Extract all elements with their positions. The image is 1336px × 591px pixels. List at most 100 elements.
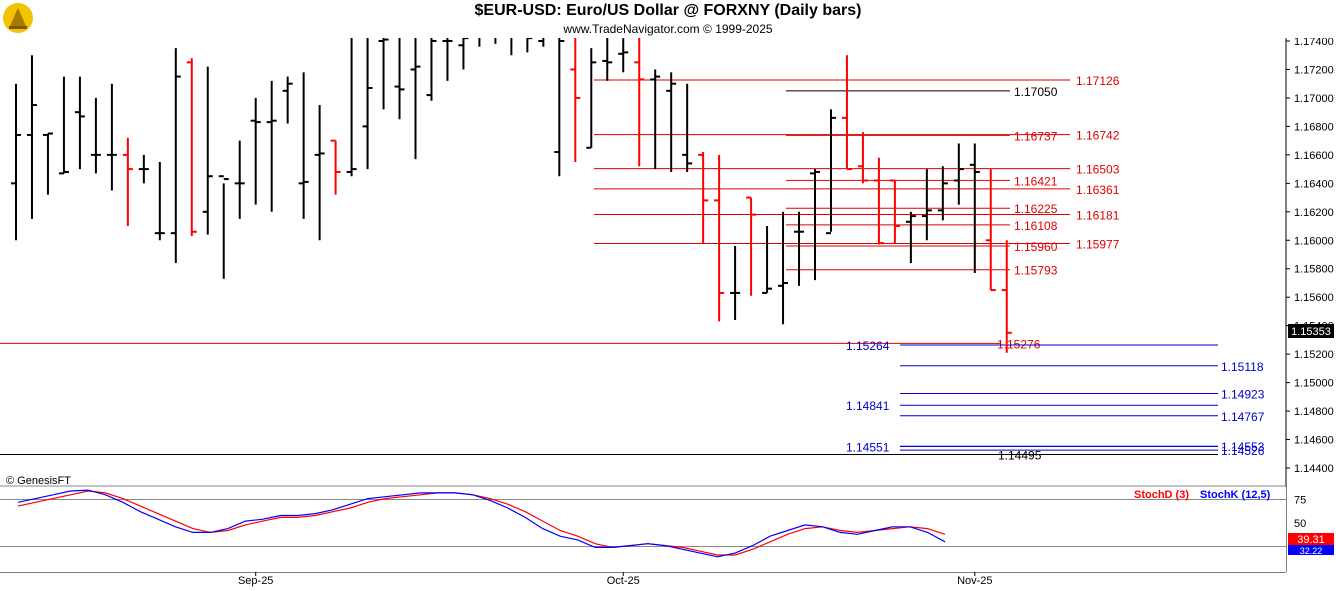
time-tick-label: Oct-25: [607, 575, 640, 587]
level-label: 1.16225: [1014, 202, 1058, 216]
time-axis-labels: Sep-25 Oct-25 Nov-25: [238, 572, 993, 587]
ohlc-bar: [889, 179, 900, 244]
ohlc-bar: [586, 48, 597, 149]
level-label: 1.15793: [1014, 264, 1058, 278]
ohlc-bar: [106, 83, 117, 191]
ohlc-bar: [58, 76, 69, 175]
stoch-background: [0, 487, 1286, 572]
ohlc-bar: [985, 169, 996, 292]
ohlc-bar: [714, 154, 725, 322]
level-label: 1.14767: [1221, 410, 1265, 424]
ohlc-bar: [394, 37, 405, 120]
level-label: 1.17126: [1076, 74, 1120, 88]
level-label: 1.15264: [846, 339, 890, 353]
ohlc-bar: [442, 37, 453, 81]
price-tick-label: 1.14800: [1294, 406, 1334, 418]
stoch-k-value: 32.22: [1300, 546, 1323, 556]
ohlc-bar: [330, 139, 341, 195]
level-label: 1.16361: [1076, 183, 1120, 197]
ohlc-bar: [762, 226, 773, 294]
ohlc-bar: [873, 157, 884, 245]
ohlc-bar: [426, 37, 437, 101]
price-tick-label: 1.15200: [1294, 349, 1334, 361]
price-tick-label: 1.17000: [1294, 93, 1334, 105]
ohlc-bar: [682, 83, 693, 172]
ohlc-bar: [618, 38, 629, 73]
ohlc-bar: [570, 37, 581, 162]
level-label: 1.16742: [1076, 129, 1120, 143]
chart-title: $EUR-USD: Euro/US Dollar @ FORXNY (Daily…: [474, 2, 862, 19]
level-label: 1.14553: [1221, 440, 1265, 454]
ohlc-bar: [250, 97, 261, 205]
ohlc-bar: [410, 37, 421, 160]
stoch-k-tag: [1288, 545, 1334, 555]
ohlc-bar: [841, 55, 852, 171]
price-tick-label: 1.15800: [1294, 264, 1334, 276]
ohlc-bar: [810, 169, 820, 281]
level-label: 1.17050: [1014, 85, 1058, 99]
ohlc-bar: [921, 169, 932, 241]
ohlc-bar: [298, 72, 309, 219]
level-label: 1.15977: [1076, 238, 1120, 252]
ohlc-bar: [74, 76, 85, 170]
level-label: 1.15276: [997, 337, 1041, 351]
ohlc-bar: [666, 72, 677, 172]
ohlc-bar: [1001, 240, 1012, 353]
stoch-d-legend: StochD (3): [1134, 489, 1189, 501]
stoch-d-value: 39.31: [1297, 534, 1325, 546]
price-tick-label: 1.16400: [1294, 178, 1334, 190]
chart-subtitle: www.TradeNavigator.com © 1999-2025: [563, 22, 773, 36]
last-price-tag: 1.15353: [1288, 324, 1334, 338]
price-tick-label: 1.15000: [1294, 378, 1334, 390]
ohlc-bar: [90, 97, 101, 174]
time-tick-label: Nov-25: [957, 575, 992, 587]
level-label: 1.16108: [1014, 219, 1058, 233]
ohlc-bar: [346, 37, 357, 177]
ohlc-bar: [937, 166, 948, 221]
price-tick-label: 1.16200: [1294, 207, 1334, 219]
ohlc-bar: [698, 152, 709, 244]
watermark: © GenesisFT: [6, 475, 71, 487]
ohlc-bar: [26, 55, 37, 219]
price-tick-label: 1.15600: [1294, 292, 1334, 304]
ohlc-bar: [154, 161, 165, 241]
ohlc-bar: [857, 132, 868, 184]
ohlc-bar: [282, 76, 293, 124]
level-label: 1.14526: [1221, 444, 1265, 458]
price-tick-label: 1.17200: [1294, 64, 1334, 76]
ohlc-bar: [11, 83, 21, 241]
ohlc-bar: [730, 245, 741, 320]
ohlc-bar: [554, 37, 565, 177]
stoch-tick-label: 75: [1294, 495, 1306, 507]
stoch-tick-label: 50: [1294, 518, 1306, 530]
ohlc-bar: [634, 37, 645, 167]
title-bar: $EUR-USD: Euro/US Dollar @ FORXNY (Daily…: [0, 0, 1336, 38]
stoch-k-legend: StochK (12,5): [1200, 489, 1271, 501]
level-label: 1.16503: [1076, 163, 1120, 177]
ohlc-bar: [953, 143, 964, 205]
ohlc-bar: [234, 140, 245, 219]
last-price-value: 1.15353: [1291, 326, 1331, 338]
ohlc-bar: [218, 175, 229, 279]
price-bars: [11, 18, 1012, 353]
ohlc-bar: [378, 37, 389, 110]
stoch-d-line: [17, 490, 946, 556]
level-label: 1.16421: [1014, 174, 1058, 188]
stoch-k-line: [17, 489, 946, 558]
price-tick-label: 1.16800: [1294, 121, 1334, 133]
level-label: 1.14841: [846, 399, 890, 413]
ohlc-bar: [314, 105, 325, 241]
level-label: 1.14551: [846, 441, 890, 455]
price-tick-label: 1.16000: [1294, 235, 1334, 247]
ohlc-bar: [138, 154, 149, 184]
ohlc-bar: [42, 132, 53, 195]
price-tick-label: 1.17400: [1294, 36, 1334, 48]
ohlc-bar: [202, 66, 213, 235]
ohlc-bar: [905, 211, 916, 264]
ohlc-bar: [122, 137, 133, 227]
price-axis-background: [1286, 37, 1336, 591]
ohlc-bar: [362, 37, 373, 170]
